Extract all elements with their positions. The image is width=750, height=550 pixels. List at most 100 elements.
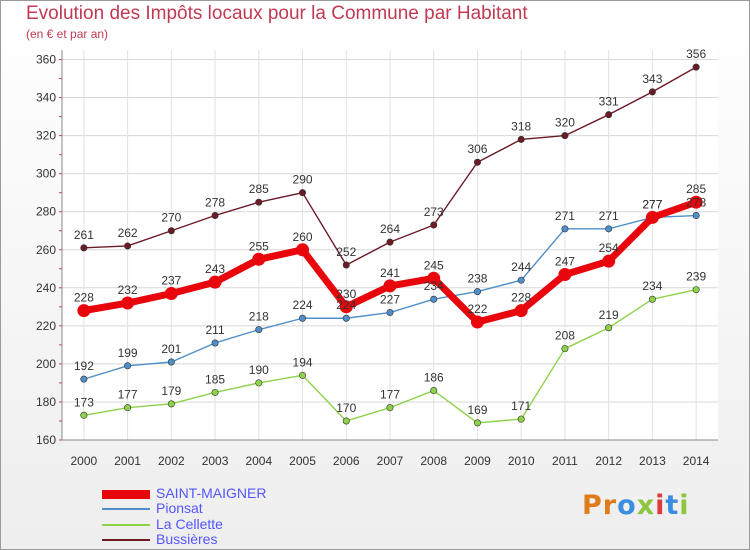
data-label: 186 (424, 371, 444, 385)
legend-label: SAINT-MAIGNER (156, 485, 267, 501)
x-tick-label: 2004 (245, 454, 272, 468)
data-label: 179 (161, 384, 181, 398)
data-point (517, 135, 525, 143)
y-tick-label: 180 (36, 395, 56, 409)
data-point (339, 300, 353, 314)
data-label: 234 (424, 279, 444, 293)
data-point (252, 252, 266, 266)
x-tick-label: 2001 (114, 454, 141, 468)
data-point (561, 132, 569, 140)
x-tick-label: 2009 (464, 454, 491, 468)
logo-letter: x (636, 490, 656, 521)
data-point (558, 267, 572, 281)
y-tick-label: 320 (36, 129, 56, 143)
y-tick-label: 300 (36, 167, 56, 181)
data-label: 218 (249, 310, 269, 324)
y-tick-label: 280 (36, 205, 56, 219)
legend-label: Pionsat (156, 500, 203, 516)
data-point (80, 411, 88, 419)
logo-letter: P (582, 490, 603, 521)
x-tick-label: 2008 (420, 454, 447, 468)
data-point (605, 225, 613, 233)
data-point (255, 326, 263, 334)
data-point (167, 358, 175, 366)
data-label: 177 (118, 388, 138, 402)
data-point (473, 158, 481, 166)
legend-label: La Cellette (156, 516, 223, 532)
y-tick-label: 360 (36, 53, 56, 67)
data-label: 227 (380, 293, 400, 307)
x-tick-label: 2011 (552, 454, 578, 468)
logo-letter: r (602, 490, 618, 521)
x-tick-label: 2002 (158, 454, 185, 468)
data-point (124, 404, 132, 412)
logo-letter: o (617, 490, 637, 521)
data-point (386, 309, 394, 317)
data-label: 177 (380, 388, 400, 402)
x-tick-label: 2005 (289, 454, 316, 468)
data-point (430, 295, 438, 303)
data-label: 243 (205, 262, 225, 276)
data-point (561, 225, 569, 233)
data-point (605, 111, 613, 119)
data-point (211, 339, 219, 347)
x-tick-label: 2000 (71, 454, 98, 468)
data-point (470, 315, 484, 329)
data-point (648, 88, 656, 96)
data-label: 224 (293, 298, 313, 312)
data-label: 273 (424, 205, 444, 219)
data-label: 252 (336, 245, 356, 259)
data-point (427, 271, 441, 285)
x-tick-label: 2012 (595, 454, 622, 468)
data-label: 318 (511, 119, 531, 133)
data-label: 224 (336, 298, 356, 312)
data-point (602, 254, 616, 268)
data-label: 170 (336, 401, 356, 415)
x-tick-label: 2007 (377, 454, 404, 468)
data-label: 219 (599, 308, 619, 322)
data-label: 320 (555, 116, 575, 130)
data-point (167, 400, 175, 408)
legend-swatch (102, 524, 150, 526)
data-point (605, 324, 613, 332)
data-label: 277 (642, 197, 662, 211)
data-label: 245 (424, 258, 444, 272)
legend-swatch (102, 508, 150, 510)
data-label: 194 (293, 355, 313, 369)
data-point (167, 227, 175, 235)
y-tick-label: 200 (36, 357, 56, 371)
data-label: 260 (293, 230, 313, 244)
data-point (386, 238, 394, 246)
data-label: 201 (161, 342, 181, 356)
data-label: 271 (599, 209, 619, 223)
data-point (208, 275, 222, 289)
data-label: 255 (249, 239, 269, 253)
data-point (342, 314, 350, 322)
data-point (430, 387, 438, 395)
data-point (80, 244, 88, 252)
data-point (255, 379, 263, 387)
data-label: 228 (74, 291, 94, 305)
data-label: 239 (686, 270, 706, 284)
y-tick-label: 240 (36, 281, 56, 295)
data-point (517, 415, 525, 423)
data-point (211, 388, 219, 396)
data-point (77, 304, 91, 318)
data-label: 285 (686, 182, 706, 196)
chart-subtitle: (en € et par an) (26, 27, 109, 41)
data-point (342, 261, 350, 269)
data-point (692, 212, 700, 220)
data-label: 306 (467, 142, 487, 156)
data-label: 290 (293, 173, 313, 187)
data-label: 228 (511, 291, 531, 305)
data-label: 230 (336, 287, 356, 301)
data-point (645, 210, 659, 224)
chart-title: Evolution des Impôts locaux pour la Comm… (26, 3, 528, 24)
legend-label: Bussières (156, 531, 218, 547)
legend-swatch (102, 489, 150, 499)
data-point (121, 296, 135, 310)
data-label: 356 (686, 47, 706, 61)
data-label: 264 (380, 222, 400, 236)
data-label: 199 (118, 346, 138, 360)
data-label: 278 (686, 196, 706, 210)
